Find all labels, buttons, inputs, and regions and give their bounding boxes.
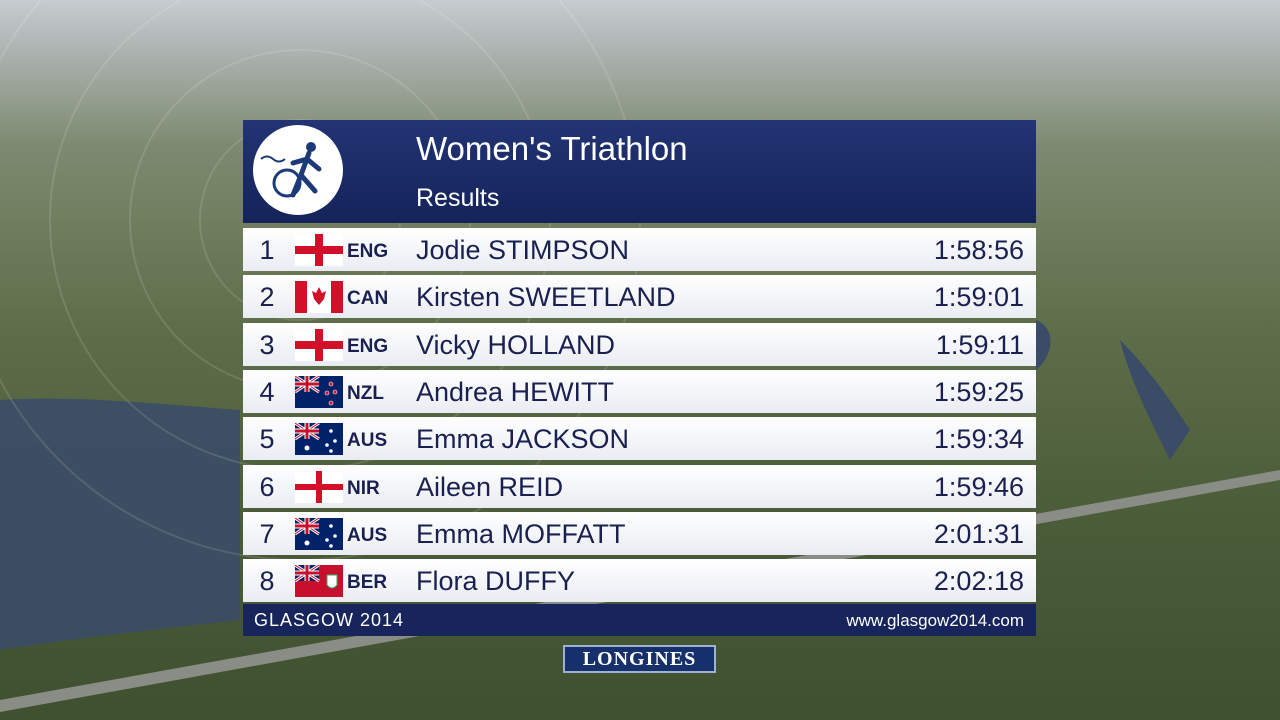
result-row: 1 ENG Jodie STIMPSON 1:58:56 <box>243 228 1036 271</box>
athlete-name: Jodie STIMPSON <box>416 235 630 265</box>
rank: 8 <box>259 566 275 597</box>
subtitle: Results <box>416 184 500 212</box>
result-row: 7 AUS Emma MOFFATT 2:01:31 <box>243 511 1036 555</box>
flag <box>295 281 343 314</box>
rank: 2 <box>259 282 275 313</box>
country-code: NZL <box>347 382 384 404</box>
athlete-name: Emma MOFFATT <box>416 518 626 549</box>
result-row: 8 BER Flora DUFFY 2:02:18 <box>243 559 1036 603</box>
finish-time: 1:59:34 <box>933 424 1024 455</box>
finish-time: 1:58:56 <box>933 235 1024 265</box>
triathlon-icon <box>260 142 322 198</box>
country-code: CAN <box>347 288 389 310</box>
lake <box>0 398 240 650</box>
flag <box>295 423 343 456</box>
athlete-name: Vicky HOLLAND <box>416 329 616 360</box>
flag <box>295 517 343 550</box>
title: Women's Triathlon <box>416 130 688 167</box>
athlete-name: Andrea HEWITT <box>416 376 615 407</box>
rank: 6 <box>259 471 275 502</box>
athlete-name: Kirsten SWEETLAND <box>416 282 676 313</box>
flag <box>295 565 343 598</box>
country-code: AUS <box>347 430 388 452</box>
rank: 5 <box>259 424 275 455</box>
finish-time: 1:59:01 <box>933 282 1024 313</box>
finish-time: 2:02:18 <box>933 566 1024 597</box>
rank: 3 <box>259 329 275 360</box>
rank: 7 <box>259 518 275 549</box>
result-row: 3 ENG Vicky HOLLAND 1:59:11 <box>243 322 1036 366</box>
result-row: 2 CAN Kirsten SWEETLAND 1:59:01 <box>243 275 1036 319</box>
result-row: 6 NIR Aileen REID 1:59:46 <box>243 464 1036 508</box>
header: Women's Triathlon Results <box>243 120 1036 223</box>
flag <box>295 375 343 408</box>
country-code: ENG <box>347 241 389 262</box>
finish-time: 1:59:46 <box>933 471 1024 502</box>
rank: 1 <box>259 235 275 265</box>
footer: GLASGOW 2014 www.glasgow2014.com <box>243 604 1036 636</box>
rank: 4 <box>259 376 275 407</box>
finish-time: 1:59:11 <box>935 329 1024 360</box>
country-code: BER <box>347 572 388 594</box>
flag <box>295 234 343 266</box>
country-code: ENG <box>347 335 389 357</box>
footer-right: www.glasgow2014.com <box>846 611 1024 630</box>
sponsor: LONGINES <box>563 645 716 673</box>
river <box>1036 320 1190 460</box>
flag <box>295 328 343 361</box>
result-row: 5 AUS Emma JACKSON 1:59:34 <box>243 417 1036 461</box>
country-code: AUS <box>347 524 388 546</box>
flag <box>295 470 343 503</box>
finish-time: 1:59:25 <box>933 376 1024 407</box>
sport-logo <box>253 125 343 215</box>
footer-left: GLASGOW 2014 <box>254 610 405 630</box>
athlete-name: Aileen REID <box>416 471 564 502</box>
athlete-name: Emma JACKSON <box>416 424 630 455</box>
finish-time: 2:01:31 <box>933 518 1024 549</box>
result-row: 4 NZL Andrea HEWITT 1:59:25 <box>243 369 1036 413</box>
athlete-name: Flora DUFFY <box>416 566 576 597</box>
country-code: NIR <box>347 477 380 499</box>
